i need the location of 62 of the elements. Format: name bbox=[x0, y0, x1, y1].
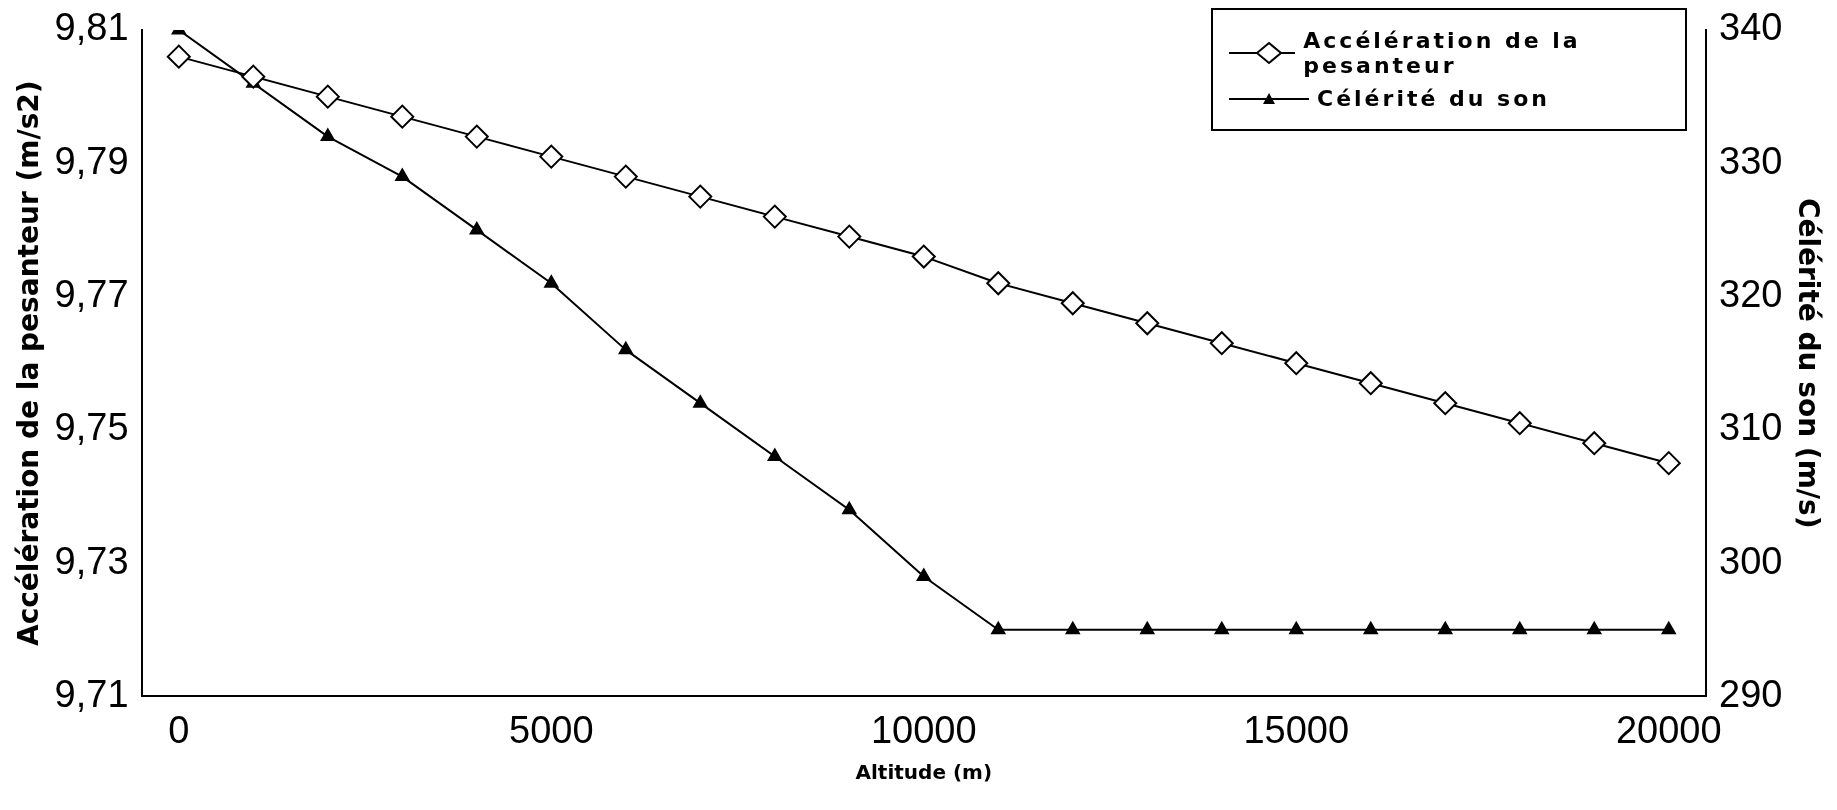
point bbox=[315, 84, 340, 109]
y2-tick-label: 290 bbox=[1719, 672, 1783, 715]
point bbox=[1656, 451, 1681, 476]
point bbox=[837, 224, 862, 249]
point bbox=[688, 184, 713, 209]
point bbox=[1209, 331, 1234, 356]
point bbox=[1433, 391, 1458, 416]
point bbox=[613, 164, 638, 189]
point bbox=[544, 275, 559, 288]
legend-label: Accélération de la pesanteur bbox=[1303, 28, 1582, 78]
point bbox=[842, 501, 857, 515]
y2-tick-label: 320 bbox=[1719, 273, 1783, 316]
point bbox=[986, 271, 1011, 296]
point bbox=[618, 341, 633, 355]
x-tick-label: 5000 bbox=[509, 708, 594, 751]
point bbox=[916, 568, 931, 581]
point bbox=[1582, 431, 1607, 456]
point bbox=[469, 221, 484, 235]
point bbox=[395, 168, 410, 182]
point bbox=[1135, 311, 1160, 336]
x-tick-label: 15000 bbox=[1243, 708, 1350, 751]
point bbox=[1140, 621, 1155, 635]
point bbox=[1587, 621, 1602, 635]
point bbox=[767, 448, 782, 461]
y2-tick-label: 300 bbox=[1719, 539, 1783, 582]
point bbox=[991, 621, 1006, 635]
point bbox=[1289, 621, 1304, 635]
y2-tick-label: 330 bbox=[1719, 139, 1783, 182]
y-axis-title: Accélération de la pesanteur (m/s2) bbox=[12, 80, 46, 646]
y-tick-label: 9,79 bbox=[54, 139, 129, 182]
point bbox=[693, 395, 708, 408]
point bbox=[1214, 621, 1229, 635]
point bbox=[1358, 371, 1383, 396]
point bbox=[1284, 351, 1309, 376]
point bbox=[241, 64, 266, 89]
x-axis-title: Altitude (m) bbox=[855, 760, 993, 785]
y-tick-label: 9,77 bbox=[54, 273, 129, 316]
point bbox=[539, 144, 564, 169]
y-tick-label: 9,75 bbox=[54, 406, 129, 449]
y-tick-label: 9,81 bbox=[54, 6, 129, 49]
point bbox=[464, 124, 489, 149]
point bbox=[1507, 411, 1532, 436]
point bbox=[166, 44, 191, 69]
point bbox=[1363, 621, 1378, 635]
point bbox=[762, 204, 787, 229]
y-tick-label: 9,73 bbox=[54, 539, 129, 582]
y2-axis-title: Célérité du son (m/s) bbox=[1791, 197, 1825, 529]
x-tick-label: 0 bbox=[168, 708, 190, 751]
legend-label: Célérité du son bbox=[1317, 86, 1550, 111]
point bbox=[1438, 621, 1453, 635]
point bbox=[320, 128, 335, 142]
point bbox=[1065, 621, 1080, 635]
point bbox=[911, 244, 936, 269]
point bbox=[1661, 621, 1676, 635]
x-tick-label: 10000 bbox=[870, 708, 977, 751]
y2-tick-label: 310 bbox=[1719, 406, 1783, 449]
point bbox=[1512, 621, 1527, 635]
y-tick-label: 9,71 bbox=[54, 672, 129, 715]
y2-tick-label: 340 bbox=[1719, 6, 1783, 49]
x-tick-label: 20000 bbox=[1615, 708, 1722, 751]
point bbox=[390, 104, 415, 129]
point bbox=[1060, 291, 1085, 316]
